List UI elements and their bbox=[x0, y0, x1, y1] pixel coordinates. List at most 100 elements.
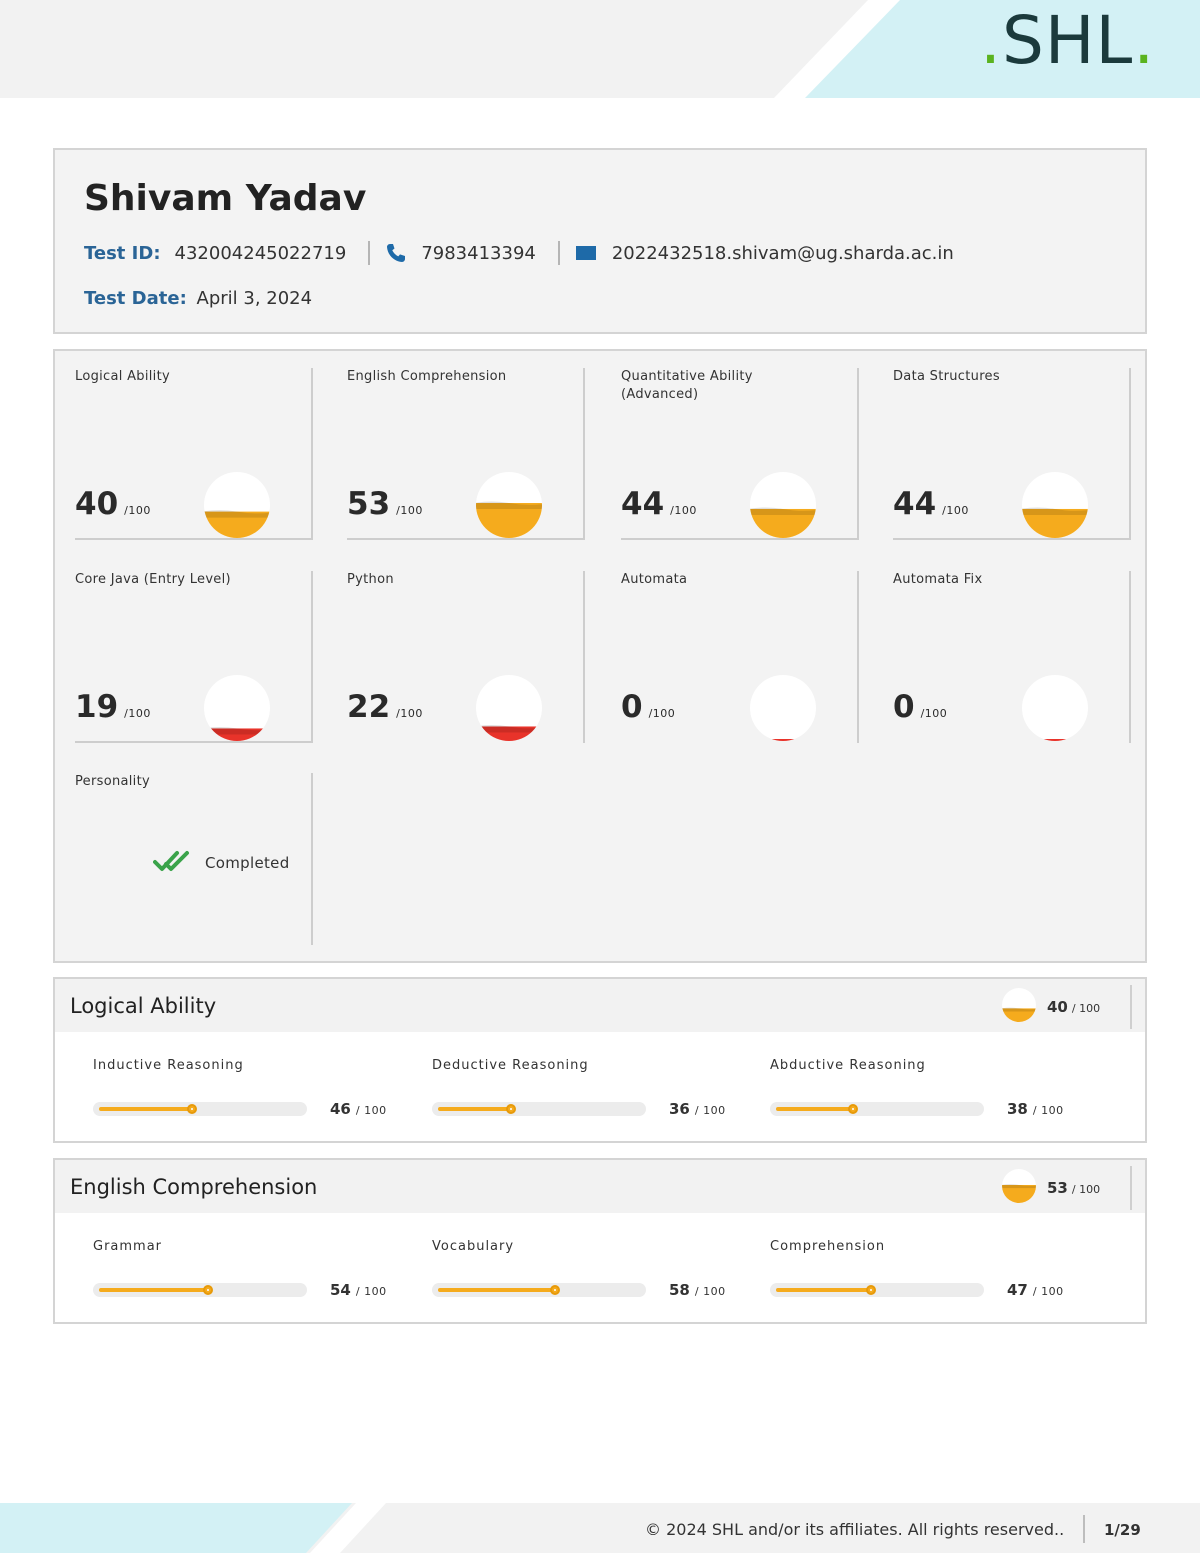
gauge-fill bbox=[750, 739, 816, 741]
divider bbox=[1083, 1515, 1085, 1543]
panel-header: Logical Ability 40/ 100 bbox=[55, 979, 1145, 1032]
gauge-fill bbox=[1022, 739, 1088, 741]
progress-knob bbox=[866, 1285, 876, 1295]
subscore-title: Abductive Reasoning bbox=[770, 1058, 926, 1073]
subscore-title: Comprehension bbox=[770, 1239, 886, 1254]
gauge-background bbox=[476, 675, 542, 741]
score-tile: Data Structures 44/100 bbox=[893, 368, 1131, 540]
progress-fill bbox=[438, 1107, 511, 1111]
test-id-value: 432004245022719 bbox=[174, 242, 347, 264]
progress-fill bbox=[438, 1288, 555, 1292]
tile-score: 53/100 bbox=[347, 486, 423, 522]
score-gauge-icon bbox=[1022, 472, 1088, 538]
panel-score: 40/ 100 bbox=[1047, 998, 1101, 1016]
panel-title: Logical Ability bbox=[70, 994, 217, 1018]
score-gauge-icon bbox=[1002, 1169, 1036, 1203]
score-tile: Quantitative Ability (Advanced) 44/100 bbox=[621, 368, 859, 540]
score-gauge-icon bbox=[476, 472, 542, 538]
gauge-background bbox=[204, 675, 270, 741]
progress-fill bbox=[99, 1288, 208, 1292]
email-address: 2022432518.shivam@ug.sharda.ac.in bbox=[611, 242, 954, 264]
gauge-fill bbox=[1002, 1184, 1036, 1203]
gauge-wave bbox=[1002, 1184, 1036, 1189]
subscore-value: 54/ 100 bbox=[330, 1281, 387, 1299]
gauge-wave bbox=[1022, 507, 1088, 515]
tile-score: 19/100 bbox=[75, 689, 151, 725]
gauge-wave bbox=[204, 726, 270, 735]
mail-icon bbox=[575, 246, 596, 260]
tile-score: 40/100 bbox=[75, 486, 151, 522]
subscore-title: Grammar bbox=[93, 1239, 163, 1254]
subscore: Comprehension 47/ 100 bbox=[770, 1239, 1070, 1319]
divider bbox=[557, 241, 560, 265]
header-band: .SHL. bbox=[0, 0, 1200, 98]
panel-header: English Comprehension 53/ 100 bbox=[55, 1160, 1145, 1213]
tile-score: 0/100 bbox=[621, 689, 676, 725]
score-gauge-icon bbox=[1002, 988, 1036, 1022]
logo-text: SHL bbox=[1001, 2, 1134, 79]
candidate-name: Shivam Yadav bbox=[84, 178, 367, 219]
panel-title: English Comprehension bbox=[70, 1175, 318, 1199]
double-check-icon bbox=[153, 851, 189, 871]
score-tile: Logical Ability 40/100 bbox=[75, 368, 313, 540]
subscore-value: 47/ 100 bbox=[1007, 1281, 1064, 1299]
footer-band: © 2024 SHL and/or its affiliates. All ri… bbox=[0, 1503, 1200, 1553]
subscore: Grammar 54/ 100 bbox=[93, 1239, 393, 1319]
tile-title: Data Structures bbox=[893, 369, 1000, 384]
divider bbox=[1130, 1166, 1132, 1210]
divider bbox=[1130, 985, 1132, 1029]
shl-logo: .SHL. bbox=[980, 2, 1156, 79]
score-tile: English Comprehension 53/100 bbox=[347, 368, 585, 540]
tile-title: English Comprehension bbox=[347, 369, 507, 384]
tile-title: Quantitative Ability (Advanced) bbox=[621, 369, 753, 402]
subscore: Vocabulary 58/ 100 bbox=[432, 1239, 732, 1319]
subscore-title: Inductive Reasoning bbox=[93, 1058, 244, 1073]
progress-track bbox=[432, 1102, 646, 1116]
page-number: 1/29 bbox=[1104, 1521, 1141, 1539]
test-date-value: April 3, 2024 bbox=[196, 288, 313, 309]
tile-title: Automata Fix bbox=[893, 572, 983, 587]
score-gauge-icon bbox=[750, 675, 816, 741]
tile-title: Personality bbox=[75, 774, 150, 789]
score-tile: Automata Fix 0/100 bbox=[893, 571, 1131, 743]
progress-knob bbox=[203, 1285, 213, 1295]
subscore-value: 58/ 100 bbox=[669, 1281, 726, 1299]
tile-title: Python bbox=[347, 572, 394, 587]
score-tile: Core Java (Entry Level) 19/100 bbox=[75, 571, 313, 743]
footer-teal-shape bbox=[0, 1503, 352, 1553]
section-panel-english-comprehension: English Comprehension 53/ 100 Grammar 54… bbox=[53, 1158, 1147, 1324]
subscore: Inductive Reasoning 46/ 100 bbox=[93, 1058, 393, 1138]
score-gauge-icon bbox=[204, 675, 270, 741]
tile-score: 44/100 bbox=[893, 486, 969, 522]
score-grid: Logical Ability 40/100 English Comprehen… bbox=[53, 349, 1147, 963]
personality-tile: Personality Completed bbox=[75, 773, 313, 945]
test-id-label: Test ID: bbox=[84, 242, 161, 264]
progress-knob bbox=[848, 1104, 858, 1114]
tile-title: Automata bbox=[621, 572, 688, 587]
progress-track bbox=[770, 1283, 984, 1297]
progress-track bbox=[432, 1283, 646, 1297]
personality-status: Completed bbox=[205, 854, 290, 872]
subscore-value: 38/ 100 bbox=[1007, 1100, 1064, 1118]
progress-knob bbox=[550, 1285, 560, 1295]
candidate-meta: Test ID: 432004245022719 7983413394 2022… bbox=[84, 240, 954, 266]
test-date-label: Test Date: bbox=[84, 288, 187, 309]
tile-score: 44/100 bbox=[621, 486, 697, 522]
section-panel-logical-ability: Logical Ability 40/ 100 Inductive Reason… bbox=[53, 977, 1147, 1143]
gauge-wave bbox=[204, 510, 270, 518]
progress-knob bbox=[506, 1104, 516, 1114]
progress-fill bbox=[776, 1288, 871, 1292]
gauge-wave bbox=[476, 724, 542, 733]
gauge-wave bbox=[750, 507, 816, 515]
score-gauge-icon bbox=[476, 675, 542, 741]
test-date-row: Test Date: April 3, 2024 bbox=[84, 288, 312, 309]
tile-title: Core Java (Entry Level) bbox=[75, 572, 231, 587]
progress-track bbox=[93, 1102, 307, 1116]
candidate-card: Shivam Yadav Test ID: 432004245022719 79… bbox=[53, 148, 1147, 334]
phone-icon bbox=[387, 244, 406, 262]
subscore-title: Vocabulary bbox=[432, 1239, 515, 1254]
tile-title: Logical Ability bbox=[75, 369, 170, 384]
progress-fill bbox=[776, 1107, 853, 1111]
gauge-background bbox=[1022, 675, 1088, 741]
